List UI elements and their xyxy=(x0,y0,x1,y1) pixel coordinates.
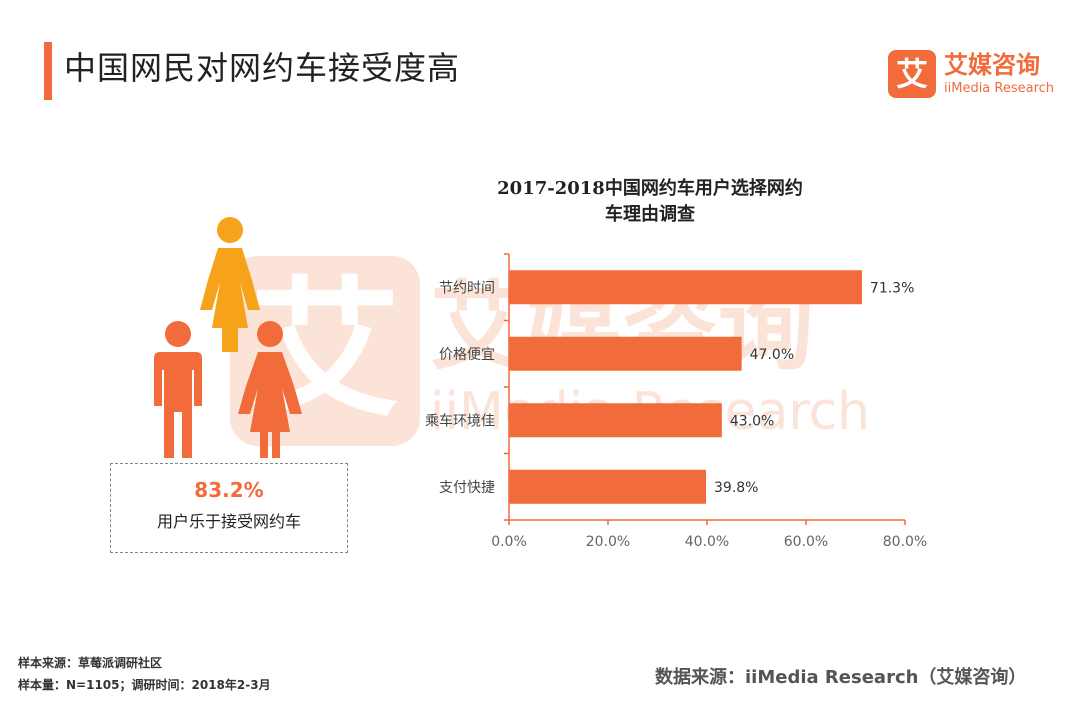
logo-english-name: iiMedia Research xyxy=(944,81,1055,96)
category-label: 节约时间 xyxy=(439,280,495,296)
brand-logo: 艾 艾媒咨询 iiMedia Research xyxy=(888,50,1060,100)
x-tick-label: 60.0% xyxy=(784,534,828,550)
bar-3 xyxy=(509,403,722,438)
man-icon xyxy=(154,321,202,458)
category-label: 支付快捷 xyxy=(439,480,495,496)
x-tick-label: 0.0% xyxy=(491,534,527,550)
category-label: 价格便宜 xyxy=(439,347,495,363)
sample-source-note: 样本来源：草莓派调研社区 xyxy=(18,656,163,670)
data-label: 47.0% xyxy=(750,347,794,363)
reasons-bar-chart: 节约时间 71.3% 价格便宜 47.0% 乘车环境佳 43.0% 支付快捷 39.8% 0.0… xyxy=(425,253,927,550)
data-label: 71.3% xyxy=(870,280,914,296)
x-tick-label: 40.0% xyxy=(685,534,729,550)
chart-title-line-2: 车理由调查 xyxy=(605,204,695,225)
people-illustration xyxy=(154,217,302,458)
acceptance-callout: 83.2% 用户乐于接受网约车 xyxy=(110,463,348,553)
woman-icon-right xyxy=(238,321,302,458)
footnotes: 样本来源：草莓派调研社区 样本量：N=1105；调研时间：2018年2-3月 xyxy=(18,652,271,696)
logo-chinese-name: 艾媒咨询 xyxy=(944,51,1040,79)
x-tick-label: 80.0% xyxy=(883,534,927,550)
x-tick-label: 20.0% xyxy=(586,534,630,550)
page-title: 中国网民对网约车接受度高 xyxy=(64,49,461,87)
sample-size-note: 样本量：N=1105；调研时间：2018年2-3月 xyxy=(18,678,271,692)
chart-title: 2017-2018中国网约车用户选择网约 车理由调查 xyxy=(470,176,830,228)
bar-2 xyxy=(509,336,742,371)
category-label: 乘车环境佳 xyxy=(425,412,495,429)
woman-icon-top xyxy=(200,217,260,352)
title-accent-bar xyxy=(44,42,52,100)
data-source: 数据来源：iiMedia Research（艾媒咨询） xyxy=(655,667,1027,688)
acceptance-rate-value: 83.2% xyxy=(194,478,264,502)
bar-4 xyxy=(509,469,707,504)
acceptance-rate-label: 用户乐于接受网约车 xyxy=(156,512,301,531)
data-label: 43.0% xyxy=(730,413,774,429)
data-label: 39.8% xyxy=(714,480,758,496)
chart-title-line-1: 2017-2018中国网约车用户选择网约 xyxy=(497,178,803,199)
logo-badge-icon: 艾 xyxy=(888,50,936,98)
bar-1 xyxy=(509,270,862,305)
